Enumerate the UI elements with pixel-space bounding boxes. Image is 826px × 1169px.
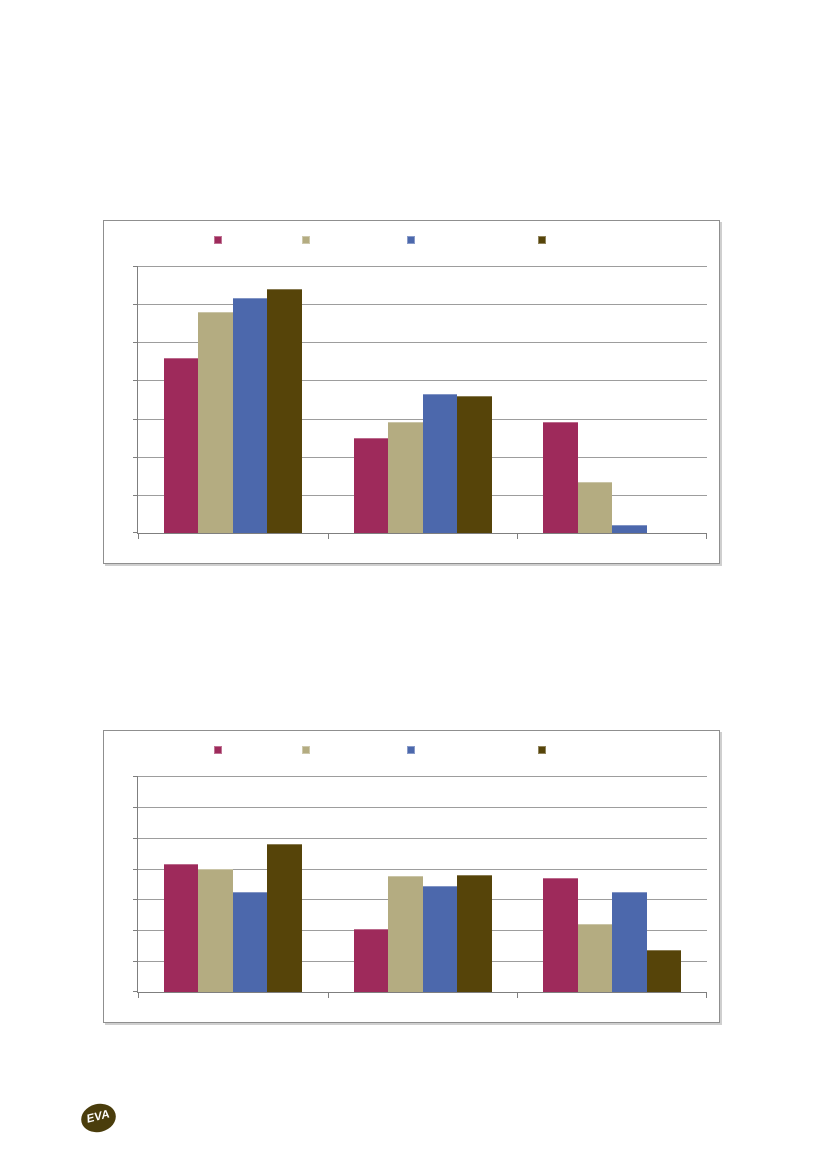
y-axis-tick [133, 342, 138, 343]
legend-swatch-series-3-blue [407, 746, 415, 754]
x-axis-tick [517, 992, 518, 998]
bar-series-4-dark-olive-cat-3 [646, 950, 682, 992]
bar-series-3-blue-cat-2 [422, 885, 457, 992]
x-axis-tick [517, 533, 518, 539]
x-axis-tick [138, 533, 139, 539]
y-axis-tick [133, 532, 138, 533]
bar-series-2-tan-cat-2 [388, 876, 423, 992]
legend-swatch-series-1-crimson [214, 236, 222, 244]
y-axis-tick [133, 930, 138, 931]
bar-series-2-tan-cat-1 [198, 311, 233, 533]
bar-series-3-blue-cat-3 [612, 891, 647, 992]
y-axis-tick [133, 457, 138, 458]
y-axis-tick [133, 869, 138, 870]
x-axis-tick [328, 992, 329, 998]
y-axis-tick [133, 266, 138, 267]
gridline [138, 342, 707, 343]
plot-area [133, 266, 707, 539]
eva-logo-text: EVA [85, 1108, 112, 1126]
bar-series-1-crimson-cat-3 [543, 422, 578, 533]
bar-series-1-crimson-cat-3 [543, 877, 578, 992]
bar-series-4-dark-olive-cat-1 [267, 288, 302, 533]
bar-chart-bottom [103, 730, 720, 1023]
bar-series-2-tan-cat-3 [577, 924, 613, 992]
legend-swatch-series-4-dark-olive [538, 746, 546, 754]
bar-chart-top [103, 220, 720, 564]
bar-series-4-dark-olive-cat-1 [267, 843, 302, 992]
y-axis-tick [133, 304, 138, 305]
chart-legend [104, 236, 719, 246]
bar-series-4-dark-olive-cat-2 [457, 395, 492, 533]
bar-series-2-tan-cat-1 [198, 868, 233, 992]
bar-series-1-crimson-cat-2 [353, 928, 388, 992]
bar-series-3-blue-cat-1 [232, 891, 268, 992]
y-axis-tick [133, 495, 138, 496]
bar-series-3-blue-cat-2 [422, 393, 457, 533]
bar-series-2-tan-cat-3 [577, 481, 613, 533]
eva-logo: EVA [78, 1100, 119, 1136]
plot-area [133, 776, 707, 998]
bar-series-1-crimson-cat-1 [163, 357, 199, 533]
bar-series-1-crimson-cat-1 [163, 863, 199, 992]
legend-swatch-series-3-blue [407, 236, 415, 244]
bar-series-3-blue-cat-1 [232, 298, 268, 533]
y-axis-tick [133, 899, 138, 900]
gridline [138, 869, 707, 870]
y-axis-tick [133, 838, 138, 839]
x-axis-tick [706, 533, 707, 539]
chart-legend [104, 746, 719, 756]
y-axis-tick [133, 807, 138, 808]
gridline [138, 838, 707, 839]
bar-series-2-tan-cat-2 [388, 422, 423, 533]
y-axis-tick [133, 776, 138, 777]
bar-series-3-blue-cat-3 [612, 525, 647, 533]
y-axis-tick [133, 380, 138, 381]
y-axis-tick [133, 991, 138, 992]
gridline [138, 304, 707, 305]
x-axis-tick [138, 992, 139, 998]
legend-swatch-series-4-dark-olive [538, 236, 546, 244]
bar-series-1-crimson-cat-2 [353, 437, 388, 533]
gridline [138, 807, 707, 808]
y-axis-tick [133, 961, 138, 962]
y-axis-tick [133, 419, 138, 420]
gridline [138, 380, 707, 381]
x-axis-tick [328, 533, 329, 539]
x-axis-tick [706, 992, 707, 998]
legend-swatch-series-1-crimson [214, 746, 222, 754]
bar-series-4-dark-olive-cat-2 [457, 874, 492, 992]
legend-swatch-series-2-tan [302, 236, 310, 244]
gridline [138, 776, 707, 777]
gridline [138, 266, 707, 267]
legend-swatch-series-2-tan [302, 746, 310, 754]
